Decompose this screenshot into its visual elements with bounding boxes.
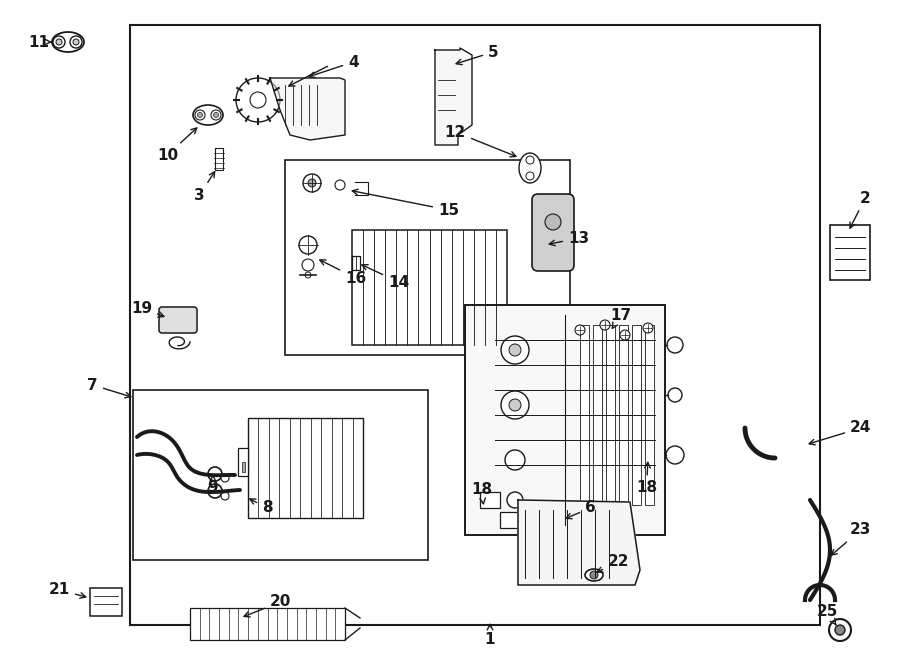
Text: 5: 5 bbox=[456, 44, 499, 65]
Polygon shape bbox=[518, 500, 640, 585]
Circle shape bbox=[509, 344, 521, 356]
Bar bbox=[285, 160, 570, 355]
Circle shape bbox=[829, 619, 851, 641]
Polygon shape bbox=[270, 78, 345, 140]
Bar bbox=[238, 448, 248, 476]
Circle shape bbox=[221, 474, 229, 482]
Circle shape bbox=[545, 214, 561, 230]
Bar bbox=[90, 588, 122, 616]
Bar bbox=[465, 305, 665, 535]
Bar bbox=[248, 418, 363, 518]
Circle shape bbox=[509, 399, 521, 411]
Ellipse shape bbox=[519, 153, 541, 183]
Bar bbox=[580, 325, 589, 505]
Text: 2: 2 bbox=[850, 191, 871, 228]
Bar bbox=[352, 230, 507, 345]
Text: 18: 18 bbox=[636, 462, 657, 495]
Bar bbox=[619, 325, 628, 505]
Circle shape bbox=[250, 92, 266, 108]
Text: 3: 3 bbox=[194, 171, 215, 203]
Bar bbox=[645, 325, 654, 505]
Circle shape bbox=[501, 336, 529, 364]
Text: 20: 20 bbox=[244, 594, 292, 617]
Bar bbox=[190, 608, 345, 640]
Bar bbox=[830, 225, 870, 280]
Text: 18: 18 bbox=[471, 483, 492, 504]
Bar bbox=[593, 325, 602, 505]
Text: 25: 25 bbox=[816, 604, 838, 625]
Circle shape bbox=[303, 174, 321, 192]
Circle shape bbox=[208, 467, 222, 481]
FancyBboxPatch shape bbox=[532, 194, 574, 271]
Circle shape bbox=[526, 172, 534, 180]
Text: 14: 14 bbox=[362, 265, 410, 289]
Text: 17: 17 bbox=[610, 308, 631, 328]
Circle shape bbox=[600, 320, 610, 330]
Ellipse shape bbox=[52, 32, 84, 52]
Circle shape bbox=[668, 388, 682, 402]
Text: 22: 22 bbox=[597, 555, 629, 573]
FancyBboxPatch shape bbox=[159, 307, 197, 333]
Text: 10: 10 bbox=[157, 128, 197, 162]
Circle shape bbox=[195, 110, 205, 120]
Circle shape bbox=[590, 571, 598, 579]
Circle shape bbox=[666, 446, 684, 464]
Circle shape bbox=[208, 484, 222, 498]
Text: 9: 9 bbox=[207, 475, 218, 495]
Text: 15: 15 bbox=[352, 189, 459, 218]
Bar bbox=[133, 390, 428, 560]
Circle shape bbox=[73, 39, 79, 45]
Circle shape bbox=[70, 36, 82, 48]
Ellipse shape bbox=[585, 569, 603, 581]
Text: 23: 23 bbox=[832, 522, 871, 555]
Circle shape bbox=[505, 450, 525, 470]
Bar bbox=[500, 512, 520, 528]
Text: 16: 16 bbox=[320, 260, 366, 285]
Bar bbox=[242, 462, 245, 472]
Circle shape bbox=[299, 236, 317, 254]
Text: 8: 8 bbox=[250, 499, 273, 516]
Circle shape bbox=[835, 625, 845, 635]
Circle shape bbox=[197, 113, 202, 117]
Text: 24: 24 bbox=[809, 420, 871, 445]
Circle shape bbox=[575, 325, 585, 335]
Bar bbox=[480, 492, 500, 508]
Circle shape bbox=[211, 110, 221, 120]
Text: 4: 4 bbox=[309, 54, 358, 77]
Bar bbox=[632, 325, 641, 505]
Circle shape bbox=[667, 337, 683, 353]
Circle shape bbox=[643, 323, 653, 333]
Bar bbox=[215, 148, 223, 170]
Text: 6: 6 bbox=[566, 500, 596, 519]
Text: 12: 12 bbox=[445, 124, 516, 157]
Circle shape bbox=[53, 36, 65, 48]
Bar bbox=[130, 25, 820, 625]
Circle shape bbox=[302, 259, 314, 271]
Circle shape bbox=[620, 330, 630, 340]
Text: 1: 1 bbox=[485, 624, 495, 647]
Text: 7: 7 bbox=[87, 377, 130, 398]
Circle shape bbox=[56, 39, 62, 45]
Circle shape bbox=[526, 156, 534, 164]
Text: 21: 21 bbox=[49, 583, 86, 598]
Bar bbox=[606, 325, 615, 505]
Circle shape bbox=[335, 180, 345, 190]
Text: 19: 19 bbox=[130, 301, 164, 317]
Circle shape bbox=[213, 113, 219, 117]
Text: 11: 11 bbox=[28, 34, 52, 50]
Text: 13: 13 bbox=[549, 230, 590, 246]
Circle shape bbox=[236, 78, 280, 122]
Ellipse shape bbox=[193, 105, 223, 125]
Circle shape bbox=[221, 492, 229, 500]
Circle shape bbox=[501, 391, 529, 419]
Circle shape bbox=[305, 272, 311, 278]
Circle shape bbox=[507, 492, 523, 508]
Circle shape bbox=[308, 179, 316, 187]
Polygon shape bbox=[435, 48, 472, 145]
